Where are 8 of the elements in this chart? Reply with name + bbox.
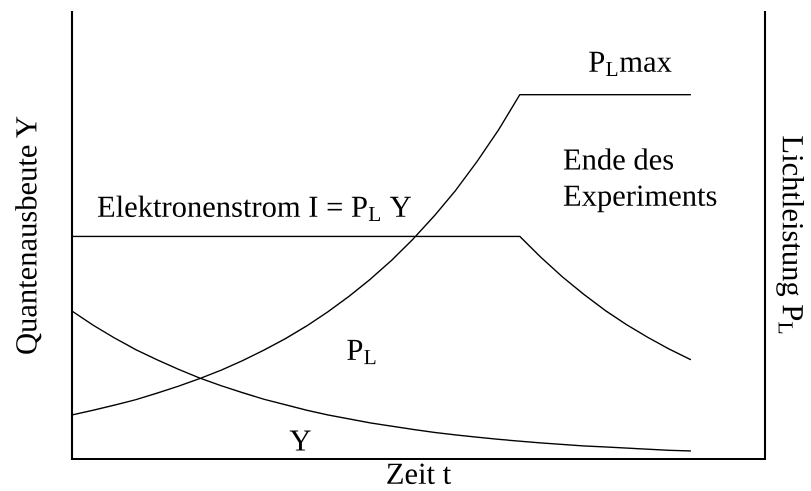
annotation: Ende des Experiments [564,148,716,212]
x-axis-title: Zeit t [387,464,451,484]
series-label: Elektronenstrom I = P$_{L}$ Y [98,196,411,221]
text: P$_{L}$max [589,52,672,76]
y2-axis-title: Lichtleistung P$_{L}$ [776,136,804,334]
series-label: P$_{L}$ [347,340,376,364]
series-label: Y [290,430,311,451]
y-axis-title: Quantenausbeute Y [15,116,42,354]
